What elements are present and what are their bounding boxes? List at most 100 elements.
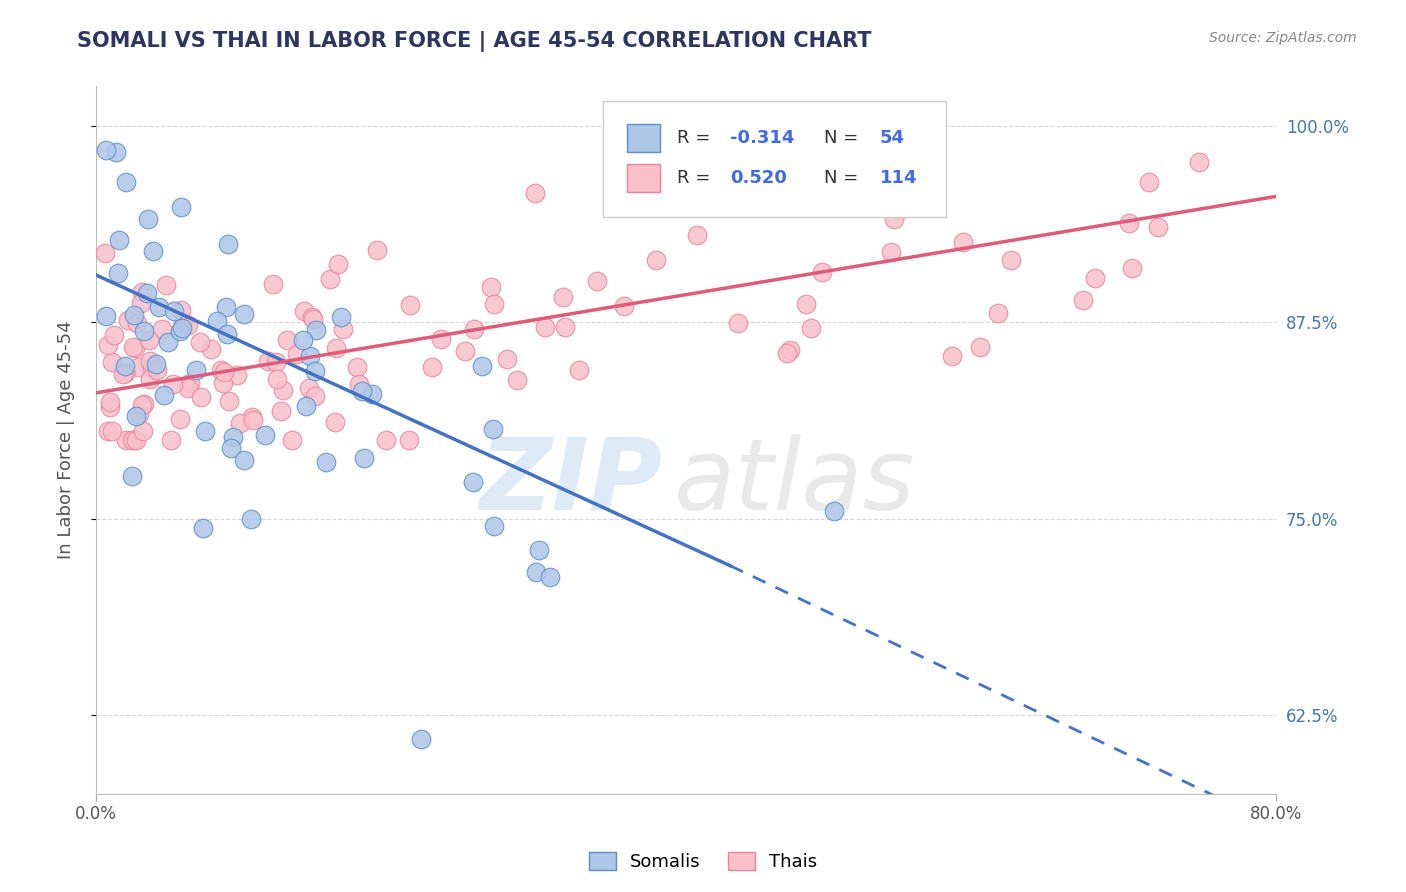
Point bbox=[276, 333, 298, 347]
Point bbox=[114, 359, 136, 373]
Point bbox=[190, 390, 212, 404]
Point bbox=[1084, 271, 1107, 285]
Point bbox=[353, 451, 375, 466]
Point bbox=[952, 235, 974, 249]
Point bbox=[291, 333, 314, 347]
Point bbox=[139, 354, 162, 368]
Point bbox=[200, 342, 222, 356]
Point bbox=[463, 322, 485, 336]
Point bbox=[94, 310, 117, 324]
Point bbox=[644, 253, 666, 268]
Point bbox=[568, 363, 591, 377]
Point bbox=[125, 317, 148, 331]
Point bbox=[315, 455, 337, 469]
Point bbox=[142, 244, 165, 258]
Point bbox=[613, 299, 636, 313]
Point bbox=[554, 319, 576, 334]
Point bbox=[153, 387, 176, 401]
Point bbox=[484, 519, 506, 533]
Point bbox=[794, 297, 817, 311]
Point bbox=[138, 333, 160, 347]
Point bbox=[332, 322, 354, 336]
Point bbox=[776, 346, 799, 360]
Text: R =: R = bbox=[676, 169, 716, 187]
Text: 54: 54 bbox=[880, 129, 904, 147]
Point bbox=[108, 233, 131, 247]
Point bbox=[125, 433, 148, 447]
Point bbox=[969, 340, 991, 354]
Point bbox=[1188, 155, 1211, 169]
Point bbox=[191, 521, 214, 535]
Point bbox=[239, 512, 262, 526]
Point bbox=[169, 412, 191, 426]
Point bbox=[553, 290, 575, 304]
Point bbox=[169, 324, 191, 338]
Point bbox=[160, 433, 183, 447]
Point bbox=[527, 543, 550, 558]
Point bbox=[148, 300, 170, 314]
Point bbox=[256, 354, 278, 368]
Point bbox=[350, 384, 373, 398]
Point bbox=[811, 265, 834, 279]
Point bbox=[222, 430, 245, 444]
Point bbox=[212, 366, 235, 380]
Point bbox=[117, 312, 139, 326]
Point bbox=[139, 372, 162, 386]
Point bbox=[326, 257, 349, 271]
Point bbox=[240, 409, 263, 424]
Point bbox=[129, 295, 152, 310]
Point bbox=[98, 394, 121, 409]
Point bbox=[94, 143, 117, 157]
Text: atlas: atlas bbox=[675, 434, 915, 531]
Text: N =: N = bbox=[824, 129, 865, 147]
Point bbox=[422, 360, 444, 375]
Point bbox=[889, 203, 911, 218]
Point bbox=[101, 355, 124, 369]
Point bbox=[232, 307, 254, 321]
Point bbox=[1147, 220, 1170, 235]
Point bbox=[329, 310, 352, 324]
Point bbox=[346, 360, 368, 375]
Point bbox=[534, 319, 557, 334]
Point bbox=[325, 341, 347, 355]
Point bbox=[302, 311, 325, 326]
Point bbox=[115, 175, 138, 189]
Point bbox=[398, 433, 420, 447]
Point bbox=[987, 306, 1010, 320]
Point bbox=[253, 427, 276, 442]
Point bbox=[1137, 175, 1160, 189]
Point bbox=[215, 300, 238, 314]
Point bbox=[177, 381, 200, 395]
Point bbox=[264, 355, 287, 369]
Point bbox=[163, 304, 186, 318]
Point bbox=[194, 424, 217, 438]
Bar bbox=[627, 124, 659, 153]
Point bbox=[361, 386, 384, 401]
Point bbox=[132, 397, 155, 411]
Point bbox=[285, 347, 308, 361]
Point bbox=[301, 310, 323, 325]
Point bbox=[98, 401, 121, 415]
Point bbox=[155, 278, 177, 293]
Point bbox=[218, 393, 240, 408]
Text: 114: 114 bbox=[880, 169, 917, 187]
Point bbox=[97, 338, 120, 352]
Point bbox=[162, 377, 184, 392]
Point bbox=[170, 321, 193, 335]
Point bbox=[271, 383, 294, 397]
Text: SOMALI VS THAI IN LABOR FORCE | AGE 45-54 CORRELATION CHART: SOMALI VS THAI IN LABOR FORCE | AGE 45-5… bbox=[77, 31, 872, 53]
Point bbox=[883, 212, 905, 227]
Point bbox=[779, 343, 801, 357]
Point bbox=[136, 211, 159, 226]
Point bbox=[124, 341, 146, 355]
Point bbox=[823, 504, 845, 518]
Point bbox=[430, 332, 453, 346]
Point bbox=[219, 441, 242, 455]
Point bbox=[800, 320, 823, 334]
Point bbox=[1118, 216, 1140, 230]
Point bbox=[1071, 293, 1094, 307]
Point bbox=[170, 200, 193, 214]
Point bbox=[586, 274, 609, 288]
Point bbox=[506, 373, 529, 387]
Point bbox=[292, 303, 315, 318]
